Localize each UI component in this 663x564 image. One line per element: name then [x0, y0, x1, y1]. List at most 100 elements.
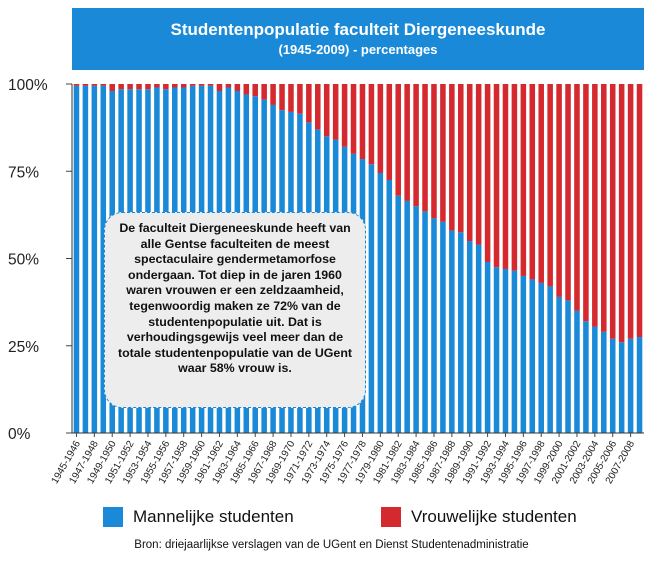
annotation-box: De faculteit Diergeneeskunde heeft van a… — [104, 212, 366, 408]
chart-title: Studentenpopulatie faculteit Diergeneesk… — [170, 20, 546, 39]
bar-female — [609, 84, 616, 339]
bar-male — [538, 282, 544, 433]
bar-female — [636, 84, 643, 338]
bar-female — [538, 84, 544, 283]
bar-female — [422, 84, 428, 212]
legend-swatch-female — [381, 507, 401, 527]
bar-female — [386, 84, 393, 180]
bar-female — [270, 84, 276, 105]
bar-female — [592, 84, 598, 327]
bar-male — [377, 172, 384, 433]
bar-male — [484, 261, 491, 433]
bar-female — [440, 84, 446, 222]
bar-male — [431, 218, 437, 433]
bar-female — [163, 84, 169, 90]
bar-male — [529, 279, 536, 433]
bar-female — [315, 84, 321, 130]
bar-female — [261, 84, 267, 100]
bar-female — [207, 84, 214, 86]
legend-item-male: Mannelijke studenten — [103, 504, 294, 530]
bar-female — [82, 84, 89, 86]
bar-female — [243, 84, 250, 95]
bar-male — [466, 241, 473, 433]
bar-female — [127, 84, 133, 90]
bar-male — [565, 300, 571, 433]
bar-female — [574, 84, 580, 311]
bar-male — [91, 85, 98, 434]
bar-female — [252, 84, 258, 97]
bar-female — [279, 84, 285, 111]
bar-male — [592, 326, 598, 433]
bar-female — [511, 84, 518, 271]
bar-male — [618, 342, 625, 433]
bar-male — [449, 230, 455, 433]
bar-male — [82, 85, 89, 434]
bar-male — [422, 211, 428, 433]
bar-female — [601, 84, 607, 332]
bar-female — [431, 84, 437, 219]
bar-male — [458, 232, 464, 433]
bar-male — [440, 221, 446, 433]
chart-title-banner: Studentenpopulatie faculteit Diergeneesk… — [72, 8, 644, 70]
bar-female — [458, 84, 464, 233]
bar-male — [627, 338, 634, 433]
bar-female — [583, 84, 589, 322]
bar-female — [109, 84, 115, 91]
bar-female — [377, 84, 384, 173]
bar-female — [618, 84, 625, 343]
source-note: Bron: driejaarlijkse verslagen van de UG… — [134, 539, 529, 551]
bar-female — [118, 84, 124, 90]
bar-female — [180, 84, 187, 88]
bar-female — [493, 84, 500, 268]
bar-female — [297, 84, 303, 114]
bar-female — [627, 84, 634, 339]
legend-swatch-male — [103, 507, 123, 527]
bar-female — [395, 84, 401, 196]
bar-female — [306, 84, 312, 123]
bar-female — [145, 84, 151, 90]
bar-female — [368, 84, 375, 165]
y-tick-label: 50% — [8, 252, 39, 269]
bar-male — [475, 244, 482, 433]
y-tick-label: 25% — [8, 339, 39, 356]
bar-male — [520, 275, 527, 433]
legend-label-male: Mannelijke studenten — [133, 507, 294, 526]
bar-female — [556, 84, 562, 297]
bar-female — [323, 84, 330, 137]
bar-female — [216, 84, 223, 91]
bar-female — [449, 84, 455, 231]
y-tick-label: 0% — [8, 426, 31, 443]
bar-male — [636, 337, 643, 433]
bar-female — [234, 84, 241, 91]
bar-male — [395, 195, 401, 433]
bar-female — [413, 84, 419, 207]
bar-female — [91, 84, 98, 86]
bar-female — [350, 84, 357, 154]
bar-female — [100, 84, 107, 86]
bar-female — [332, 84, 339, 140]
bar-male — [493, 267, 500, 433]
bar-female — [484, 84, 491, 262]
bar-male — [413, 206, 419, 433]
bar-female — [565, 84, 571, 301]
bar-female — [547, 84, 553, 287]
y-tick-label: 100% — [8, 77, 48, 94]
bar-female — [475, 84, 482, 245]
bar-male — [368, 164, 375, 433]
bar-female — [288, 84, 294, 112]
bar-male — [556, 296, 562, 433]
bar-female — [225, 84, 232, 88]
bar-female — [529, 84, 536, 280]
bar-female — [520, 84, 527, 276]
bar-female — [73, 84, 80, 86]
bar-male — [386, 179, 393, 433]
bar-female — [198, 84, 205, 86]
legend-item-female: Vrouwelijke studenten — [381, 504, 577, 530]
bar-female — [502, 84, 509, 269]
legend-label-female: Vrouwelijke studenten — [411, 507, 577, 526]
bar-female — [154, 84, 160, 88]
bar-female — [466, 84, 473, 242]
bar-female — [341, 84, 348, 147]
bar-female — [189, 84, 196, 86]
bar-male — [547, 286, 553, 433]
